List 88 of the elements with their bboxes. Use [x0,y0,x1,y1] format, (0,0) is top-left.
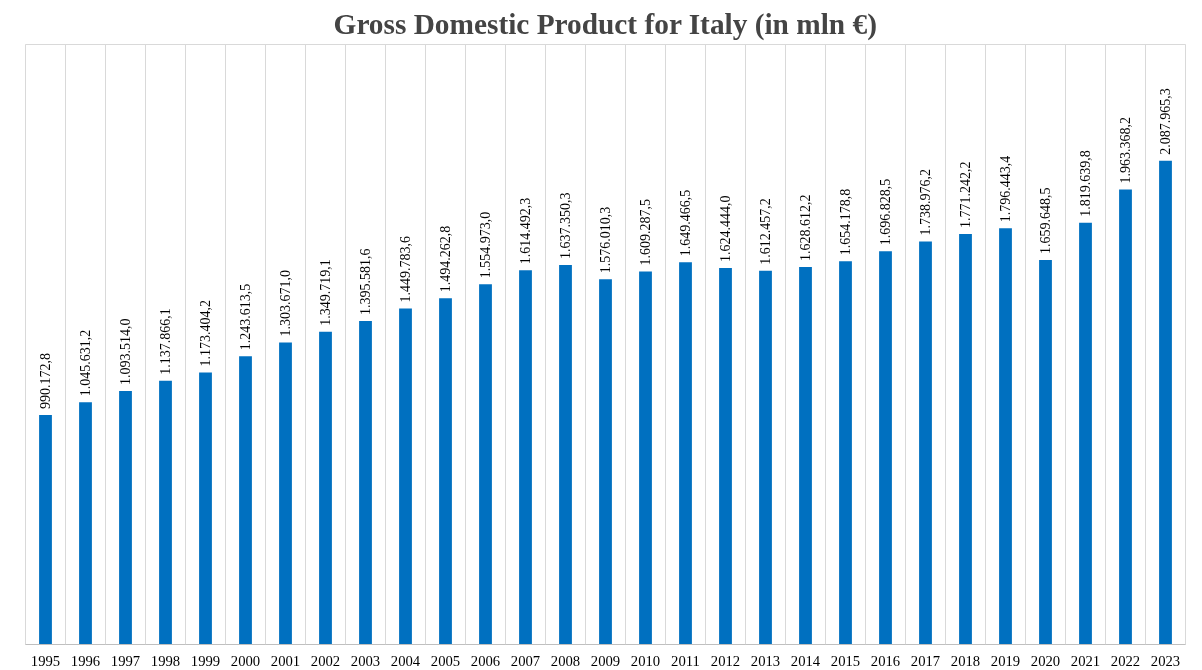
data-label: 1.796.443,4 [998,155,1014,223]
bar [319,331,332,645]
x-tick-label: 2015 [830,652,861,669]
x-tick-label: 2012 [710,652,741,669]
x-tick-label: 2008 [550,652,581,669]
data-label: 1.614.492,3 [518,197,534,265]
bar [799,267,812,645]
x-tick-label: 2022 [1110,652,1141,669]
data-label: 1.637.350,3 [558,192,574,260]
data-label: 1.045.631,2 [78,329,94,397]
x-tick-label: 2017 [910,652,941,669]
bar [1159,160,1172,645]
data-label: 1.449.783,6 [398,236,414,303]
x-tick-label: 2007 [510,652,541,669]
bar [759,270,772,645]
bar [919,241,932,645]
bar [559,265,572,645]
x-tick-label: 2023 [1150,652,1181,669]
data-label: 990.172,8 [38,353,54,410]
bar [199,372,212,645]
x-tick-label: 1995 [30,652,61,669]
bar [119,391,132,645]
bar [1039,259,1052,645]
x-tick-label: 2010 [630,652,661,669]
x-tick-label: 1997 [110,652,141,669]
bar [439,298,452,645]
bar [479,284,492,645]
bar [359,321,372,645]
x-tick-label: 2009 [590,652,621,669]
data-label: 1.609.287,5 [638,199,654,266]
bar [39,415,52,645]
data-label: 1.649.466,5 [678,189,694,257]
data-label: 1.395.581,6 [358,248,374,316]
data-label: 1.612.457,2 [758,198,774,265]
data-label: 1.771.242,2 [958,161,974,229]
x-tick-label: 2000 [230,652,261,669]
data-label: 1.243.613,5 [238,283,254,351]
data-label: 1.576.010,3 [598,206,614,274]
x-tick-label: 1999 [190,652,221,669]
bar [399,308,412,645]
bar [159,380,172,645]
bar [1079,222,1092,645]
x-tick-label: 2006 [470,652,501,669]
bar [79,402,92,645]
data-label: 1.494.262,8 [438,225,454,293]
bar [999,228,1012,645]
data-label: 1.654.178,8 [838,188,854,256]
data-label: 1.554.973,0 [478,211,494,279]
data-label: 1.173.404,2 [198,300,214,367]
bar [1119,189,1132,645]
data-label: 1.696.828,5 [878,178,894,246]
data-label: 1.659.648,5 [1038,187,1054,254]
bar [839,261,852,645]
x-tick-label: 2019 [990,652,1021,669]
data-label: 1.093.514,0 [118,318,134,386]
x-tick-label: 2004 [390,652,421,669]
bar [879,251,892,645]
x-tick-label: 1996 [70,652,101,669]
x-tick-label: 2020 [1030,652,1061,669]
data-label: 1.624.444,0 [718,195,734,263]
bar [519,270,532,645]
data-label: 1.963.368,2 [1118,117,1134,184]
bar [599,279,612,645]
bar [639,271,652,645]
data-label: 1.137.866,1 [158,308,174,375]
x-tick-label: 2003 [350,652,381,669]
data-label: 1.628.612,2 [798,194,814,262]
data-label: 2.087.965,3 [1158,88,1174,155]
data-label: 1.349.719,1 [318,259,334,326]
x-tick-label: 2016 [870,652,901,669]
x-tick-label: 2001 [270,652,301,669]
bar [959,234,972,645]
data-label: 1.738.976,2 [918,169,934,236]
bar [679,262,692,645]
bar [279,342,292,645]
x-tick-label: 2013 [750,652,781,669]
x-tick-label: 2005 [430,652,461,669]
x-tick-label: 2011 [671,652,700,669]
bar [719,268,732,645]
chart-title: Gross Domestic Product for Italy (in mln €) [333,7,877,41]
x-tick-label: 2014 [790,652,821,669]
x-tick-label: 2002 [310,652,341,669]
x-tick-label: 1998 [150,652,181,669]
x-tick-label: 2018 [950,652,981,669]
x-tick-label: 2021 [1070,652,1101,669]
data-label: 1.303.671,0 [278,269,294,337]
data-label: 1.819.639,8 [1078,150,1094,217]
bar [239,356,252,645]
